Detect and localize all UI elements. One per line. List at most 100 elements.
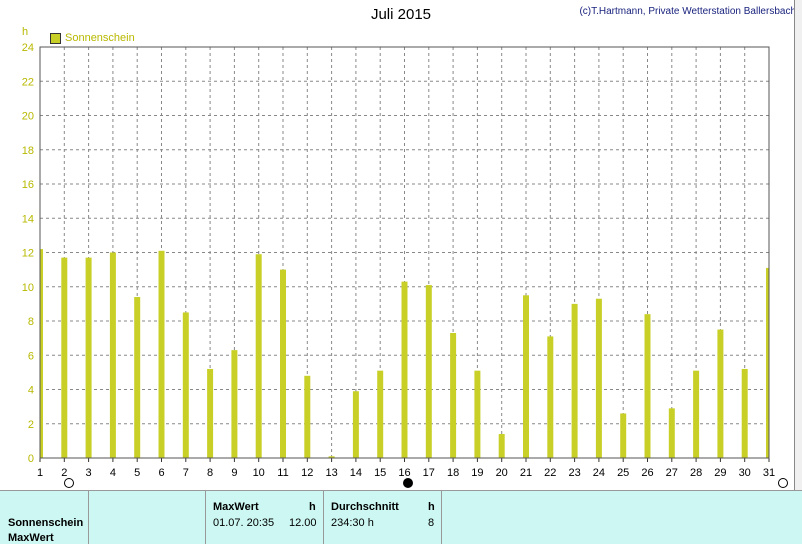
x-tick-label: 24 [593, 467, 605, 479]
avg-value: 8 [428, 517, 435, 529]
y-axis-unit: h [22, 26, 29, 38]
divider [441, 491, 442, 544]
bar [474, 370, 481, 458]
x-tick-label: 11 [277, 467, 288, 479]
bar [498, 434, 505, 458]
legend: Sonnenschein [50, 32, 135, 44]
y-tick-label: 22 [22, 76, 34, 88]
y-tick-label: 16 [22, 179, 34, 191]
x-tick-label: 6 [158, 467, 164, 479]
bar [766, 267, 769, 458]
x-tick-label: 30 [739, 467, 751, 479]
y-tick-label: 12 [22, 248, 34, 260]
bar [109, 252, 116, 458]
bar [280, 269, 286, 458]
x-tick-label: 27 [666, 467, 678, 479]
y-tick-label: 0 [28, 453, 34, 465]
bar [450, 332, 457, 458]
y-tick-label: 6 [28, 350, 34, 362]
x-tick-label: 29 [714, 467, 726, 479]
x-tick-label: 17 [423, 467, 435, 479]
bar [158, 250, 165, 458]
moon-icon-full [403, 478, 413, 488]
bar [644, 314, 651, 458]
x-tick-label: 28 [690, 467, 702, 479]
bar [717, 329, 724, 458]
x-tick-label: 8 [207, 467, 213, 479]
y-tick-label: 10 [22, 282, 34, 294]
avg-header: Durchschnitt [331, 501, 399, 513]
bar [547, 336, 554, 458]
x-tick-label: 4 [110, 467, 116, 479]
x-tick-label: 13 [325, 467, 337, 479]
x-tick-label: 22 [544, 467, 556, 479]
y-tick-label: 8 [28, 316, 34, 328]
bar [85, 257, 92, 458]
x-tick-label: 15 [374, 467, 386, 479]
y-tick-label: 14 [22, 213, 34, 225]
legend-label: Sonnenschein [65, 32, 135, 44]
bar [595, 298, 602, 458]
bar [668, 408, 675, 458]
summary-panel: Sonnenschein MaxWert MaxWert h 01.07. 20… [0, 490, 802, 544]
empty-cell [88, 491, 206, 544]
max-date: 01.07. 20:35 [213, 517, 275, 529]
bar [304, 375, 311, 458]
avg-total: 234:30 h [331, 517, 374, 529]
bar [255, 254, 262, 458]
x-tick-label: 1 [37, 467, 43, 479]
x-tick-label: 12 [301, 467, 313, 479]
x-tick-label: 10 [253, 467, 265, 479]
max-value: 12.00 [289, 517, 317, 529]
x-tick-label: 20 [496, 467, 508, 479]
bar-layer [40, 249, 769, 458]
y-tick-label: 2 [28, 419, 34, 431]
x-tick-label: 19 [471, 467, 483, 479]
x-tick-label: 5 [134, 467, 140, 479]
bar [40, 249, 43, 458]
x-tick-label: 3 [86, 467, 92, 479]
y-tick-label: 24 [22, 42, 34, 54]
x-tick-label: 7 [183, 467, 189, 479]
y-tick-label: 18 [22, 145, 34, 157]
bar [425, 285, 432, 458]
bar [231, 350, 238, 458]
max-unit: h [309, 501, 316, 513]
bar [741, 368, 748, 458]
bar [620, 413, 627, 458]
x-tick-label: 16 [398, 467, 410, 479]
row-label-sonnenschein: Sonnenschein [8, 517, 84, 529]
row-label-maxwert: MaxWert [8, 532, 54, 544]
x-tick-label: 18 [447, 467, 459, 479]
x-tick-label: 9 [231, 467, 237, 479]
avg-cell: Durchschnitt h 234:30 h 8 [323, 491, 442, 544]
bar [523, 295, 529, 458]
max-header: MaxWert [213, 501, 259, 513]
x-tick-label: 26 [641, 467, 653, 479]
scrollbar-track[interactable] [794, 0, 802, 490]
bar [207, 368, 214, 458]
bar [693, 370, 700, 458]
legend-swatch [50, 32, 61, 44]
bar [328, 456, 335, 458]
y-tick-label: 4 [28, 385, 34, 397]
plot-frame [39, 46, 770, 459]
x-tick-label: 14 [350, 467, 362, 479]
bar [61, 257, 68, 458]
credit-text: (c)T.Hartmann, Private Wetterstation Bal… [579, 6, 796, 17]
y-tick-label: 20 [22, 111, 34, 123]
moon-icon-empty [64, 478, 74, 488]
moon-icon-empty-end [778, 478, 788, 488]
x-tick-label: 25 [617, 467, 629, 479]
bar [182, 312, 189, 458]
avg-unit: h [428, 501, 435, 513]
bar [571, 303, 578, 458]
bar [401, 281, 408, 458]
x-tick-label: 2 [61, 467, 67, 479]
x-tick-label: 23 [568, 467, 580, 479]
x-tick-label: 21 [520, 467, 532, 479]
bar [134, 297, 141, 458]
x-tick-label: 31 [763, 467, 775, 479]
